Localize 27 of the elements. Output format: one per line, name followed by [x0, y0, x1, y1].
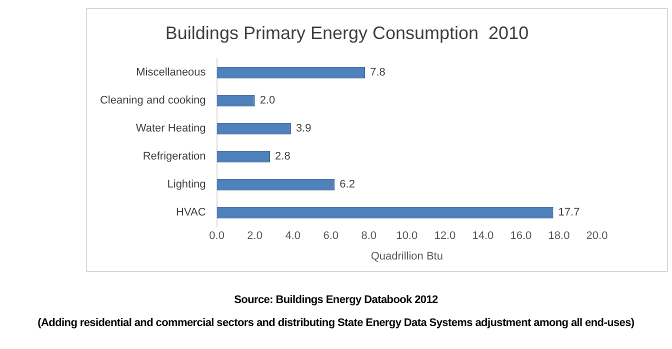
chart-title: Buildings Primary Energy Consumption 2010: [165, 22, 529, 43]
y-tick-label: Refrigeration: [142, 150, 206, 163]
source-note: Source: Buildings Energy Databook 2012: [233, 293, 439, 308]
x-tick-label: 16.0: [510, 230, 532, 242]
x-tick-label: 18.0: [548, 230, 570, 242]
y-tick-label: Lighting: [167, 178, 206, 191]
y-tick-label: Water Heating: [136, 122, 206, 135]
data-label: 17.7: [558, 206, 580, 219]
y-tick-label: HVAC: [176, 206, 206, 219]
x-axis-title: Quadrillion Btu: [370, 250, 443, 262]
y-tick-label: Cleaning and cooking: [100, 94, 206, 107]
data-label: 2.8: [275, 150, 290, 163]
y-tick-label: Miscellaneous: [136, 66, 206, 79]
x-tick-label: 0.0: [209, 230, 224, 242]
x-tick-label: 8.0: [361, 230, 377, 242]
data-label: 3.9: [296, 122, 312, 135]
x-tick-label: 14.0: [472, 230, 494, 242]
x-tick-label: 6.0: [323, 230, 339, 242]
x-tick-label: 12.0: [434, 230, 456, 242]
data-label: 7.8: [370, 66, 386, 79]
x-tick-label: 20.0: [586, 230, 608, 242]
data-label: 6.2: [340, 178, 355, 191]
x-tick-label: 10.0: [396, 230, 418, 242]
data-label: 2.0: [260, 94, 276, 107]
x-tick-label: 4.0: [285, 230, 300, 242]
x-tick-label: 2.0: [247, 230, 262, 242]
text: (Adding residential and commercial sectors and distributing State Energy Data Systems adjustment among all end-uses): [36, 316, 636, 331]
